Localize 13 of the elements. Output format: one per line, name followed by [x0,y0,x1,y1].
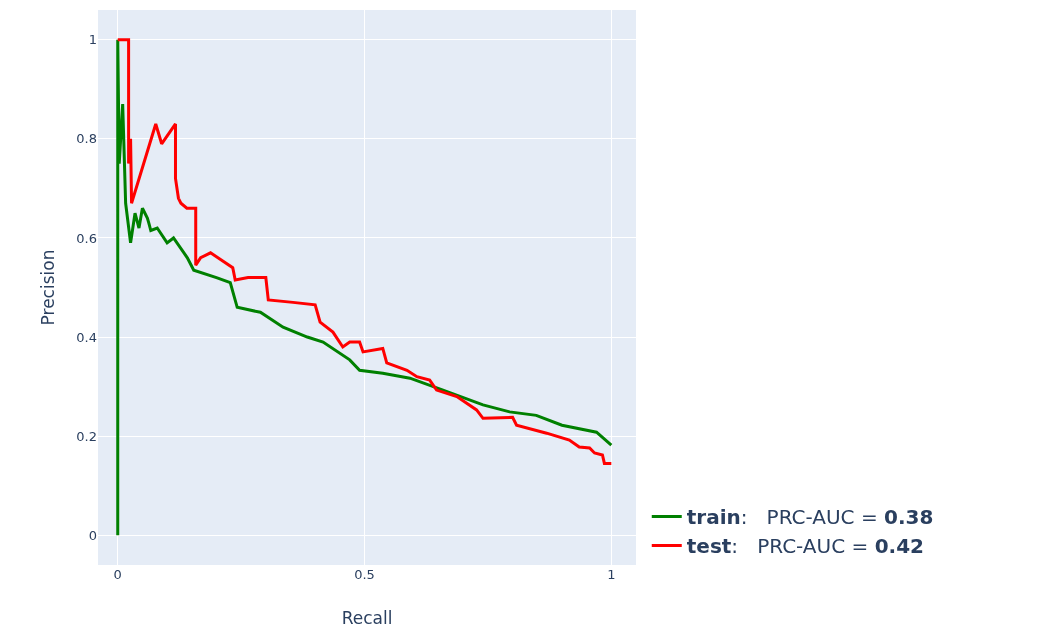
legend-label: train: PRC-AUC = 0.38 [686,505,934,530]
y-tick-label: 0.2 [76,428,97,444]
y-tick-label: 0.8 [76,131,97,147]
x-tick-label: 0.5 [354,567,375,582]
x-tick-label: 0 [113,567,122,582]
legend-label: test: PRC-AUC = 0.42 [686,534,924,559]
y-tick-label: 0.6 [76,230,97,246]
y-tick-label: 0 [88,527,97,543]
y-tick-label: 1 [88,32,97,48]
y-tick-label: 0.4 [76,329,97,345]
x-tick-label: 1 [607,567,616,582]
x-axis-title: Recall [341,608,393,628]
y-axis-title: Precision [38,249,58,326]
